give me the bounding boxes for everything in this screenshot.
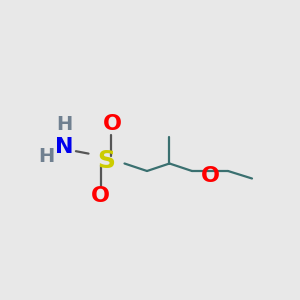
Text: H: H [56,115,73,134]
Text: O: O [103,115,122,134]
Text: N: N [55,137,74,157]
Text: O: O [91,187,110,206]
Text: H: H [38,146,55,166]
Text: S: S [98,148,116,172]
Text: O: O [200,166,220,185]
